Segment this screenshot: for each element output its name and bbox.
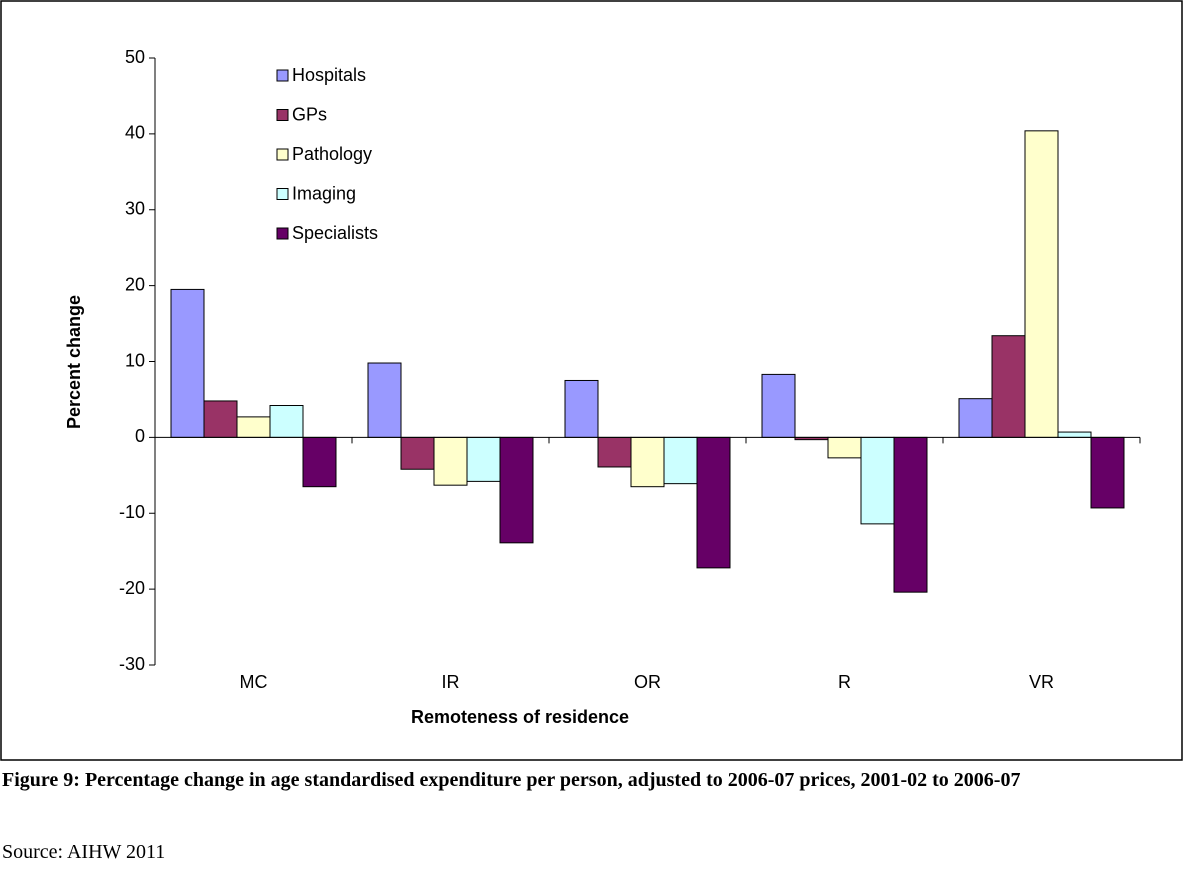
bar — [564, 379, 599, 438]
bar — [367, 362, 402, 438]
chart-border — [0, 0, 1183, 761]
x-axis-title: Remoteness of residence — [411, 707, 629, 727]
x-tick-label: MC — [240, 672, 268, 692]
legend-label: Hospitals — [292, 65, 366, 85]
y-tick-label: 0 — [135, 426, 145, 446]
legend-swatch — [276, 109, 289, 121]
y-tick-label: -30 — [119, 654, 145, 674]
bar — [827, 436, 862, 459]
bar — [893, 436, 928, 593]
bar — [761, 373, 796, 438]
bar — [203, 400, 238, 438]
y-tick-label: 10 — [125, 350, 145, 370]
bar — [1090, 436, 1125, 509]
bar — [433, 436, 468, 486]
bar — [269, 405, 304, 438]
y-tick-label: 50 — [125, 47, 145, 67]
x-tick-label: OR — [634, 672, 661, 692]
bar — [302, 436, 337, 488]
y-tick-label: -20 — [119, 578, 145, 598]
bar — [466, 436, 501, 482]
bar — [400, 436, 435, 470]
bar — [1057, 431, 1092, 438]
legend-label: Specialists — [292, 223, 378, 243]
bar — [597, 436, 632, 468]
chart: Percent change Remoteness of residence -… — [0, 0, 1183, 761]
legend-label: Pathology — [292, 144, 372, 164]
legend-label: Imaging — [292, 183, 356, 203]
x-tick-label: IR — [442, 672, 460, 692]
y-axis-title: Percent change — [64, 295, 84, 429]
bar — [663, 436, 698, 485]
bar — [236, 416, 271, 438]
y-tick-label: 20 — [125, 274, 145, 294]
bar — [860, 436, 895, 525]
bar — [630, 436, 665, 488]
y-tick-label: 30 — [125, 199, 145, 219]
y-tick-label: 40 — [125, 123, 145, 143]
bar — [170, 288, 205, 438]
legend-swatch — [276, 188, 289, 200]
y-tick-label: -10 — [119, 502, 145, 522]
legend-swatch — [276, 69, 289, 82]
x-tick-label: VR — [1029, 672, 1054, 692]
legend-label: GPs — [292, 104, 327, 124]
legend-swatch — [276, 148, 289, 161]
caption: Figure 9: Percentage change in age stand… — [2, 769, 1021, 791]
bar — [499, 436, 534, 544]
legend-swatch — [276, 227, 289, 240]
bar — [991, 335, 1026, 438]
bar — [958, 398, 993, 438]
bar — [1024, 130, 1059, 438]
bar — [696, 436, 731, 569]
x-tick-label: R — [838, 672, 851, 692]
source: Source: AIHW 2011 — [2, 841, 166, 863]
